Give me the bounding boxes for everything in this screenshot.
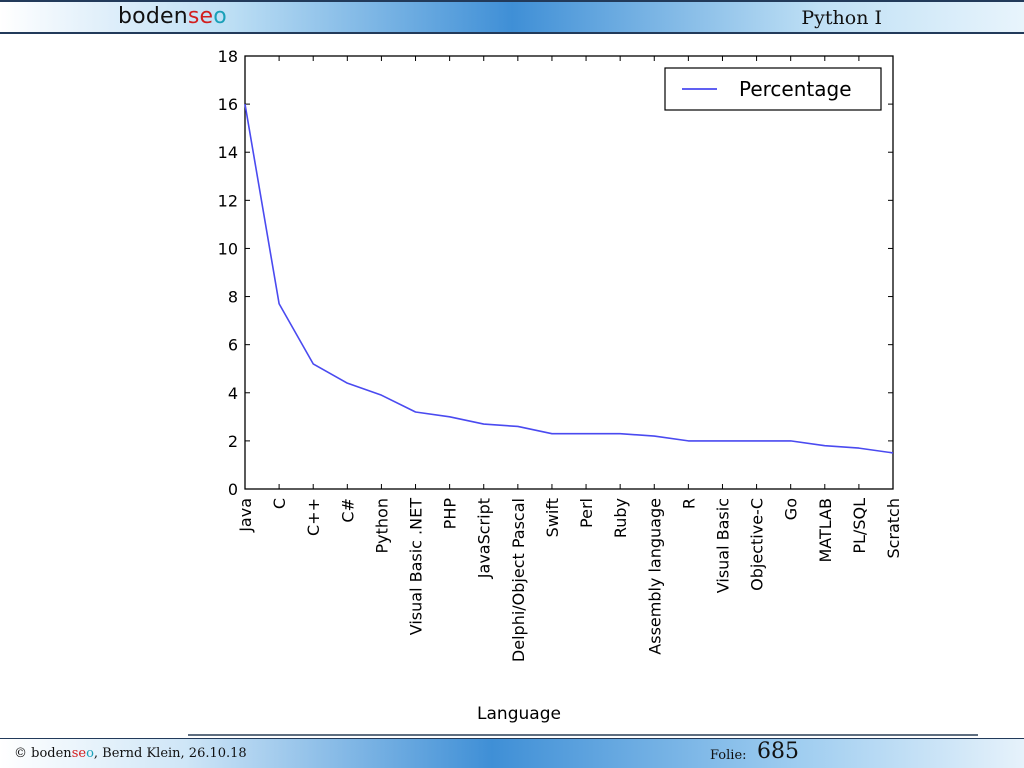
x-tick-label: C	[270, 498, 289, 509]
y-tick-label: 12	[218, 191, 238, 210]
line-chart: 0 2 4 6 8 10 12 14 16 18 Java C C++ C# Python Visual Ba…	[218, 47, 903, 724]
footer-logo-boden: boden	[31, 746, 72, 761]
x-tick-label: PHP	[441, 498, 460, 530]
y-tick-label: 8	[228, 288, 238, 307]
x-tick-label: Python	[372, 498, 391, 553]
x-tick-label: Delphi/Object Pascal	[509, 498, 528, 662]
footer-divider	[188, 734, 978, 736]
copyright-text: © bodenseo, Bernd Klein, 26.10.18	[14, 746, 247, 761]
y-tick-label: 0	[228, 480, 238, 499]
legend-label: Percentage	[739, 77, 852, 101]
y-tick-label: 10	[218, 239, 238, 258]
x-tick-label: C#	[338, 498, 357, 523]
series-line	[244, 103, 894, 454]
x-tick-label: C++	[304, 498, 323, 536]
x-tick-label: Visual Basic	[713, 498, 732, 593]
x-tick-label: Objective-C	[748, 498, 767, 591]
footer-logo-se: se	[71, 746, 87, 761]
chart-area: 0 2 4 6 8 10 12 14 16 18 Java C C++ C# Python Visual Ba…	[188, 34, 978, 736]
x-tick-label: Swift	[543, 498, 562, 537]
logo-part-se: se	[187, 4, 214, 29]
header-bar: bodenseo Python I	[0, 0, 1024, 34]
y-tick-label: 4	[228, 384, 238, 403]
x-tick-label: Go	[782, 498, 801, 520]
x-tick-label: MATLAB	[816, 498, 835, 562]
slide-label: Folie:	[710, 748, 747, 763]
x-tick-label: Visual Basic .NET	[407, 498, 426, 635]
y-tick-label: 6	[228, 336, 238, 355]
plot-frame	[244, 55, 894, 490]
copyright-prefix: ©	[14, 746, 32, 761]
footer-bar: © bodenseo, Bernd Klein, 26.10.18 Folie:…	[0, 738, 1024, 768]
logo-part-boden: boden	[118, 4, 188, 29]
header-divider	[978, 32, 1024, 34]
copyright-author-date: , Bernd Klein, 26.10.18	[93, 746, 247, 761]
x-tick-label: Scratch	[884, 498, 903, 559]
footer-logo-o: o	[86, 746, 94, 761]
x-tick-label: PL/SQL	[850, 498, 869, 554]
y-tick-label: 16	[218, 95, 238, 114]
y-tick-label: 14	[218, 143, 238, 162]
x-tick-label: Perl	[577, 498, 596, 528]
x-tick-label: Ruby	[611, 498, 630, 538]
x-tick-label: JavaScript	[475, 498, 494, 579]
y-tick-label: 18	[218, 47, 238, 66]
x-tick-label: Java	[236, 498, 255, 533]
course-title: Python I	[801, 7, 882, 29]
y-tick-label: 2	[228, 432, 238, 451]
logo-part-o: o	[213, 4, 227, 29]
x-tick-label: Assembly language	[645, 498, 664, 655]
slide-number: 685	[757, 739, 799, 764]
brand-logo: bodenseo	[118, 4, 227, 29]
x-axis-label: Language	[477, 704, 561, 724]
x-tick-label: R	[679, 498, 698, 509]
